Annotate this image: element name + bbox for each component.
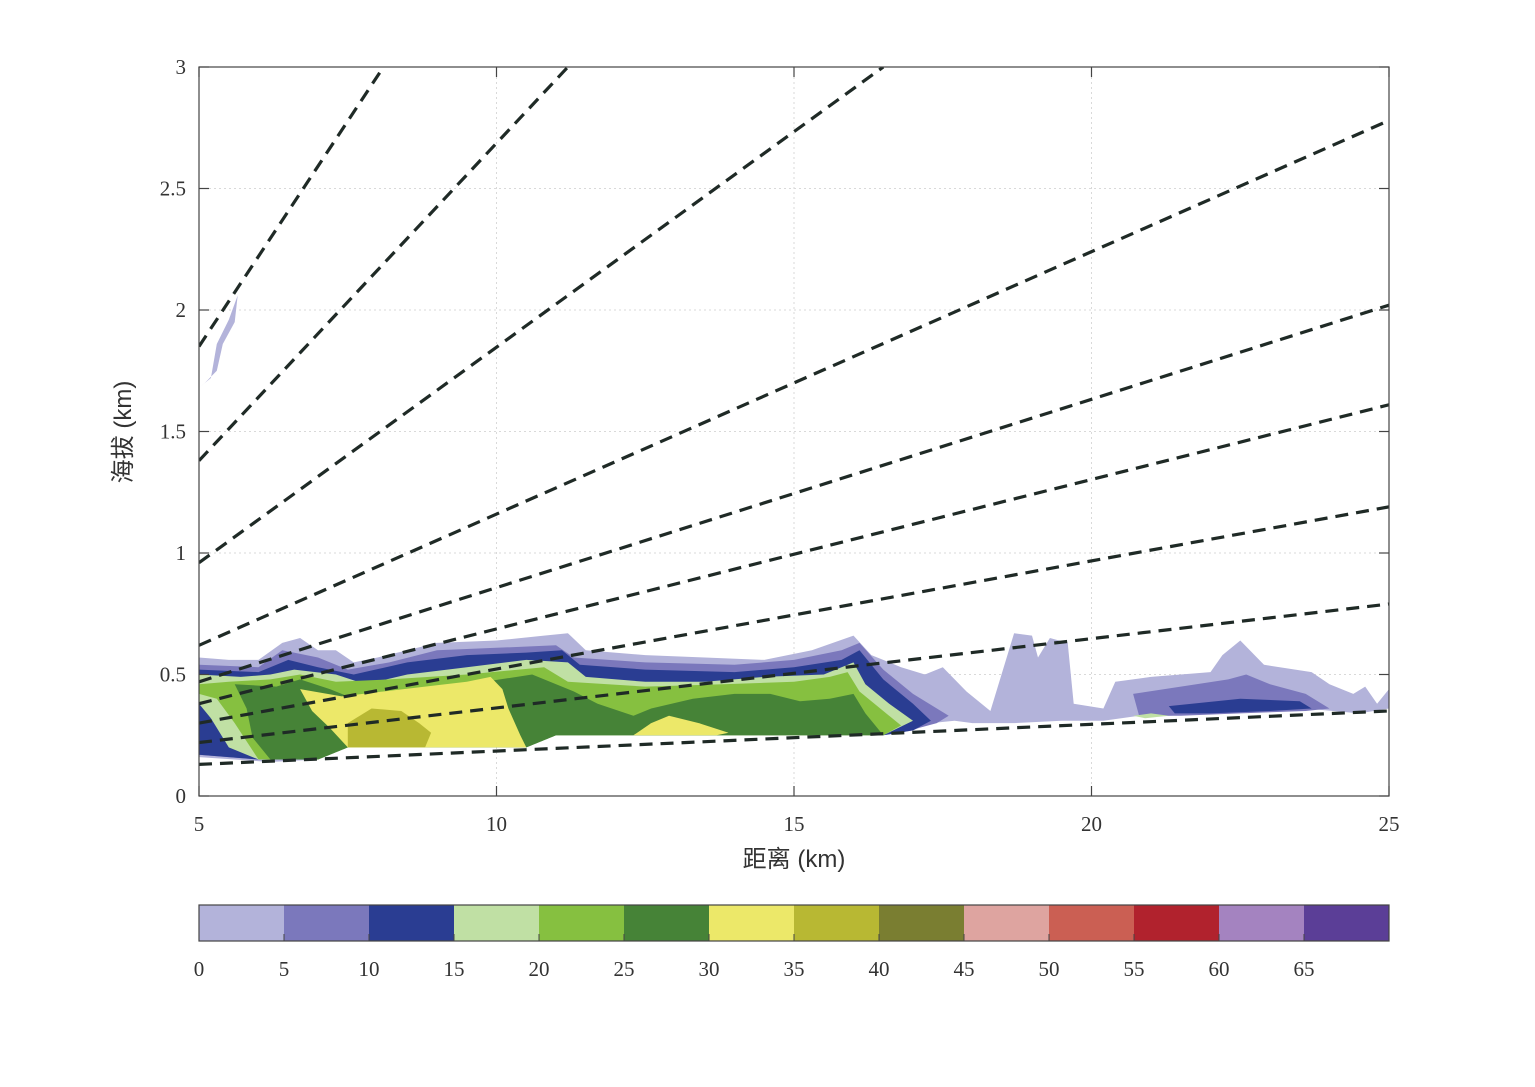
beam-line-5 — [199, 303, 1389, 684]
axis-ticks — [198, 66, 1390, 797]
beam-line-2 — [199, 67, 570, 462]
colorbar — [198, 904, 1390, 942]
colorbar-swatch — [454, 905, 540, 941]
colorbar-swatch — [964, 905, 1050, 941]
colorbar-tick-label: 35 — [784, 957, 805, 981]
colorbar-swatch — [709, 905, 795, 941]
y-tick-label: 1 — [176, 541, 187, 565]
y-tick-labels: 0 0.5 1 1.5 2 2.5 3 — [160, 55, 186, 808]
contour-region-30-dbz — [633, 715, 729, 736]
colorbar-swatch — [1219, 905, 1305, 941]
colorbar-swatch — [369, 905, 455, 941]
x-tick-label: 20 — [1081, 812, 1102, 836]
colorbar-tick-label: 0 — [194, 957, 205, 981]
x-tick-labels: 5 10 15 20 25 — [194, 812, 1400, 836]
colorbar-swatch — [284, 905, 370, 941]
y-tick-label: 3 — [176, 55, 187, 79]
x-tick-label: 5 — [194, 812, 205, 836]
y-tick-label: 0.5 — [160, 663, 186, 687]
y-tick-label: 2 — [176, 298, 187, 322]
colorbar-swatch — [199, 905, 285, 941]
beam-line-4 — [199, 118, 1389, 647]
beam-line-3 — [199, 67, 885, 565]
beam-line-8 — [199, 602, 1389, 745]
colorbar-tick-label: 10 — [359, 957, 380, 981]
colorbar-tick-label: 25 — [614, 957, 635, 981]
beam-line-9 — [199, 709, 1389, 767]
colorbar-tick-label: 55 — [1124, 957, 1145, 981]
colorbar-swatch — [1134, 905, 1220, 941]
colorbar-swatch — [879, 905, 965, 941]
colorbar-tick-label: 30 — [699, 957, 720, 981]
y-axis-label: 海拔 (km) — [110, 381, 137, 484]
beam-line-7 — [199, 505, 1389, 725]
colorbar-tick-label: 50 — [1039, 957, 1060, 981]
x-tick-label: 15 — [784, 812, 805, 836]
colorbar-swatch — [1304, 905, 1390, 941]
contour-region-10-dbz — [1168, 698, 1312, 714]
x-tick-label: 25 — [1379, 812, 1400, 836]
colorbar-tick-label: 20 — [529, 957, 550, 981]
colorbar-tick-label: 15 — [444, 957, 465, 981]
colorbar-tick-label: 60 — [1209, 957, 1230, 981]
colorbar-tick-label: 65 — [1294, 957, 1315, 981]
x-axis-label: 距离 (km) — [743, 846, 846, 873]
radar-beam-lines — [199, 67, 1389, 767]
colorbar-swatch — [1049, 905, 1135, 941]
contour-region-15-dbz — [1133, 713, 1169, 719]
colorbar-tick-labels: 0 5 10 15 20 25 30 35 40 45 50 55 60 65 — [194, 957, 1315, 981]
colorbar-tick-label: 45 — [954, 957, 975, 981]
x-tick-label: 10 — [486, 812, 507, 836]
colorbar-swatch — [794, 905, 880, 941]
y-tick-label: 1.5 — [160, 420, 186, 444]
y-tick-label: 2.5 — [160, 177, 186, 201]
contour-region-0-dbz — [199, 295, 238, 388]
beam-line-1 — [199, 67, 385, 348]
colorbar-swatch — [539, 905, 625, 941]
beam-line-6 — [199, 403, 1389, 706]
y-tick-label: 0 — [176, 784, 187, 808]
reflectivity-contours — [199, 295, 1389, 762]
colorbar-tick-label: 5 — [279, 957, 290, 981]
colorbar-swatch — [624, 905, 710, 941]
colorbar-tick-label: 40 — [869, 957, 890, 981]
